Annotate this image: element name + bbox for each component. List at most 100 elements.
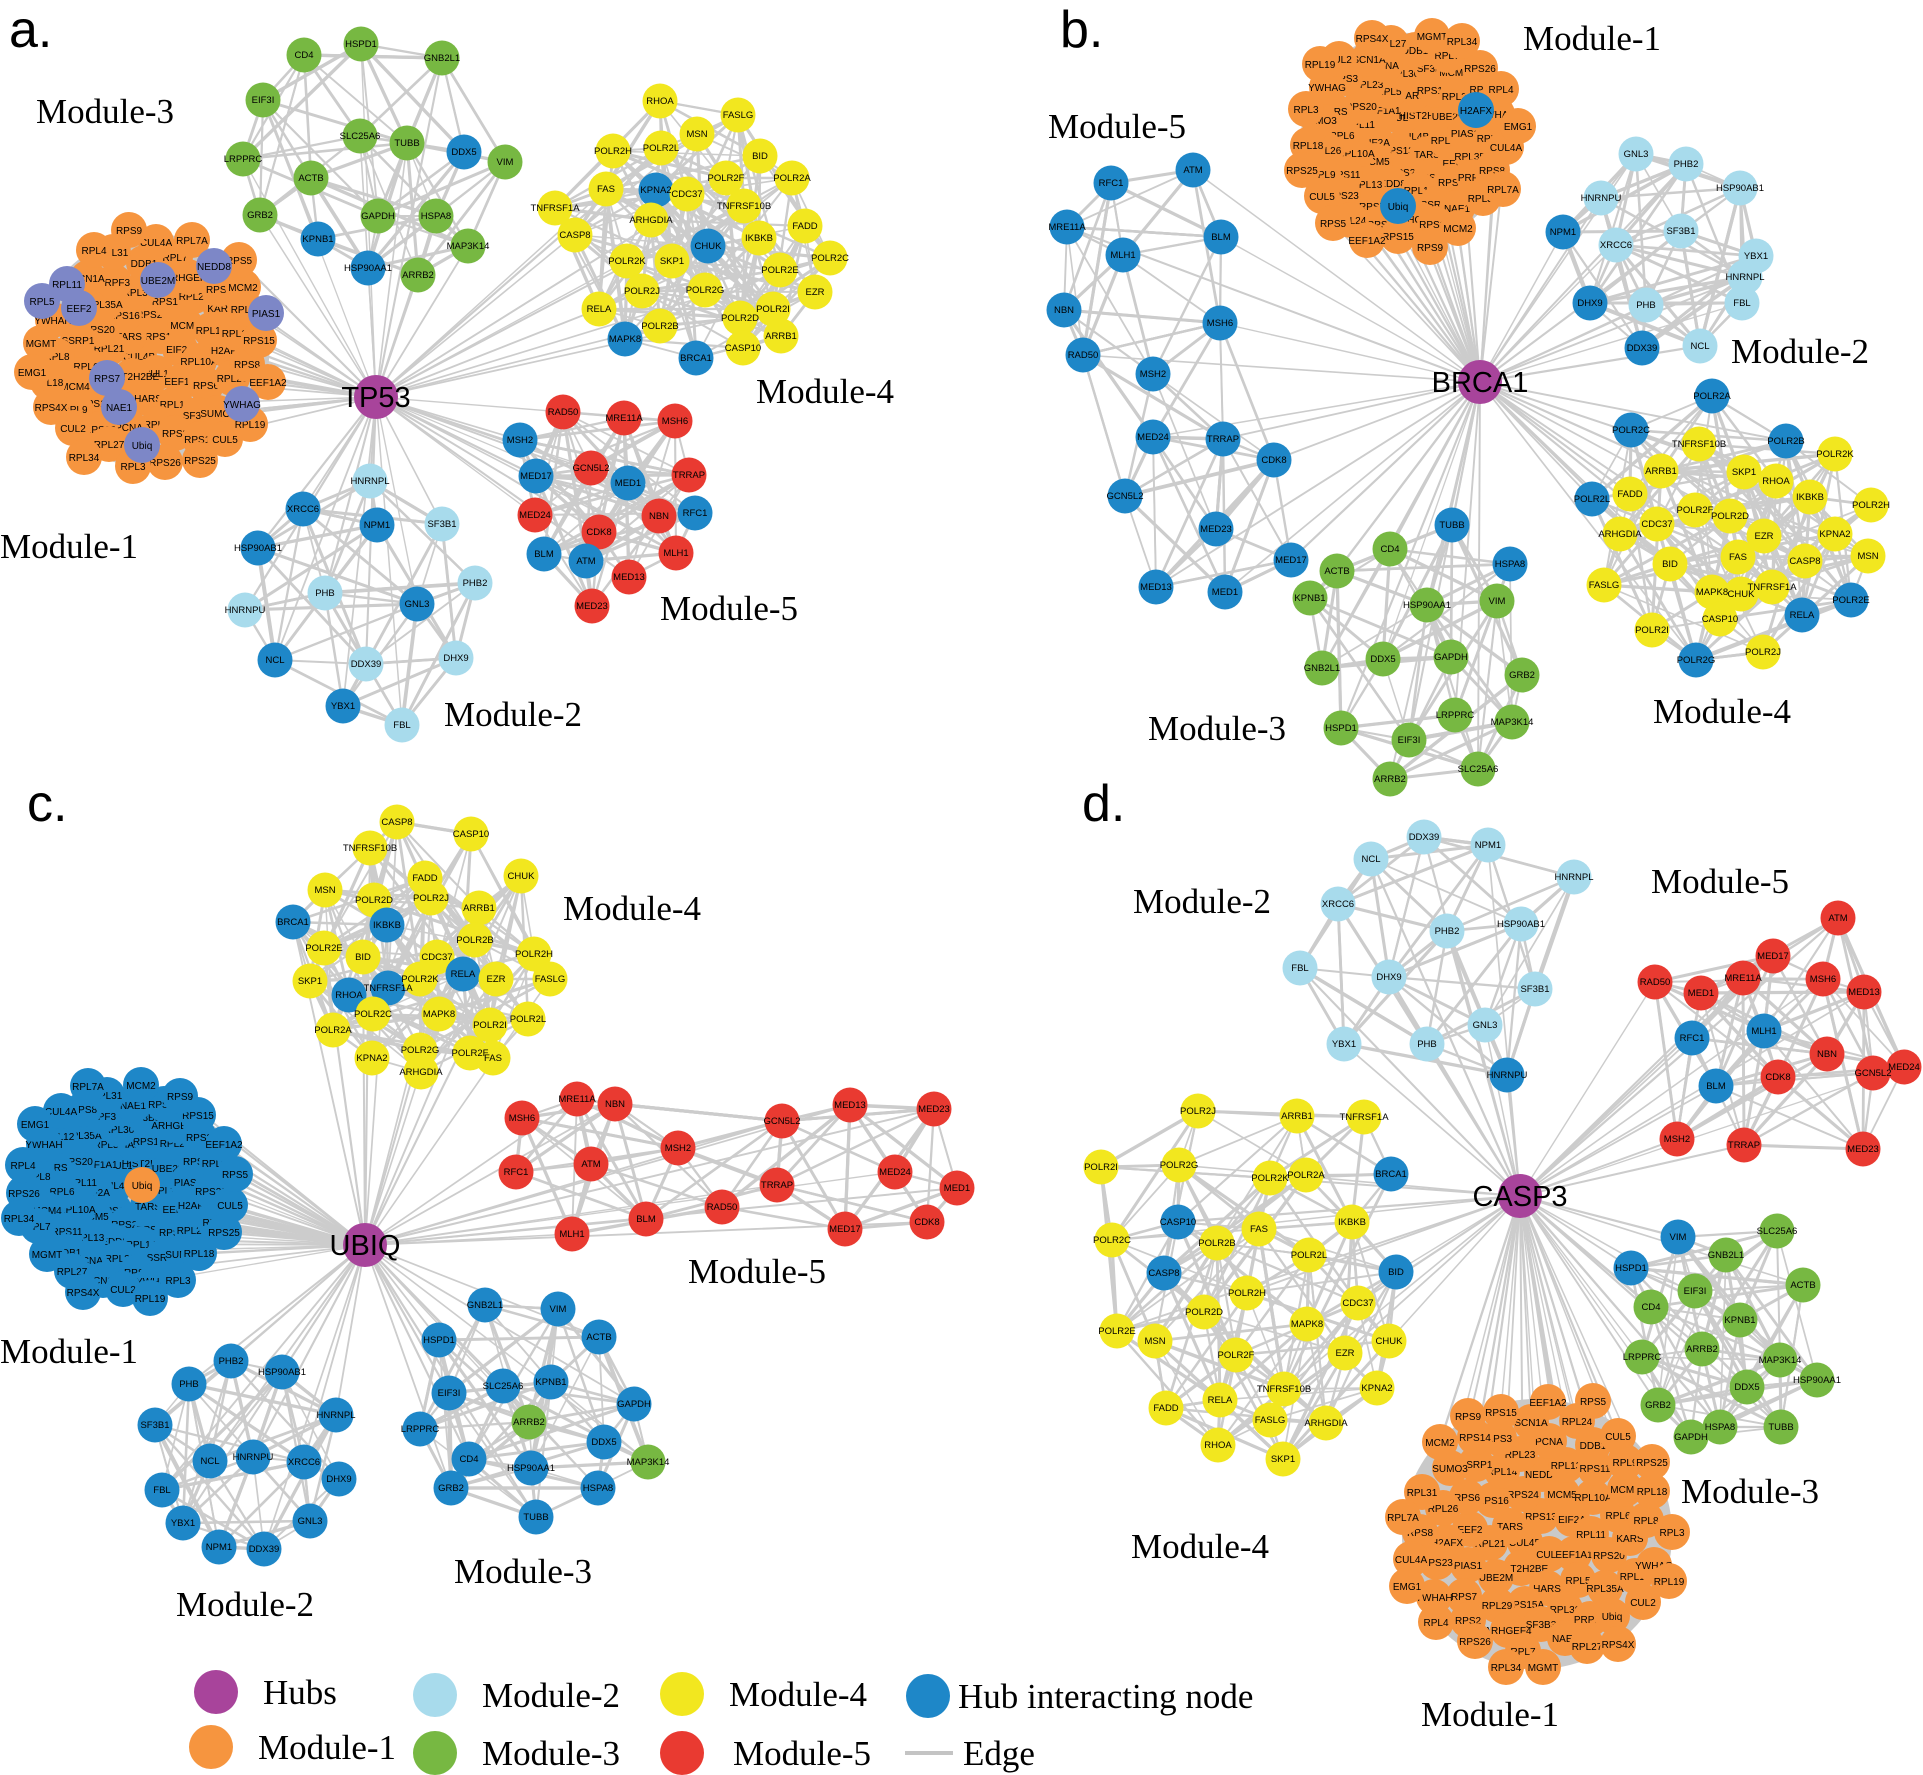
svg-text:NCL: NCL	[1690, 341, 1709, 352]
svg-text:RPS6: RPS6	[1438, 178, 1465, 189]
svg-text:RPL7A: RPL7A	[176, 236, 208, 247]
svg-text:GNL3: GNL3	[1624, 149, 1649, 160]
svg-text:MSH2: MSH2	[1664, 1134, 1690, 1145]
svg-text:POLR2I: POLR2I	[756, 304, 790, 315]
svg-text:POLR2A: POLR2A	[773, 173, 811, 184]
svg-text:POLR2J: POLR2J	[413, 893, 449, 904]
svg-text:RFC1: RFC1	[504, 1167, 529, 1178]
svg-text:POLR2F: POLR2F	[708, 173, 745, 184]
svg-text:DDX5: DDX5	[1734, 1382, 1759, 1393]
svg-text:NEDD8: NEDD8	[1525, 1470, 1559, 1481]
svg-text:RPS15: RPS15	[1485, 1408, 1517, 1419]
svg-text:RPL7A: RPL7A	[1387, 1513, 1419, 1524]
svg-text:GAPDH: GAPDH	[1674, 1432, 1708, 1443]
svg-text:RPS2: RPS2	[206, 285, 233, 296]
svg-text:ACTB: ACTB	[1324, 566, 1349, 577]
svg-text:CUL2: CUL2	[1326, 55, 1352, 66]
svg-text:MCM2: MCM2	[126, 1081, 156, 1092]
svg-text:MGMT: MGMT	[32, 1250, 63, 1261]
svg-text:Module-5: Module-5	[688, 1252, 826, 1291]
svg-text:EEF1A1: EEF1A1	[1363, 106, 1401, 117]
svg-text:EIF3I: EIF3I	[1684, 1286, 1707, 1297]
svg-text:RPL27: RPL27	[57, 1267, 88, 1278]
svg-text:HNRNPU: HNRNPU	[1487, 1070, 1528, 1081]
svg-text:GNL3: GNL3	[298, 1516, 323, 1527]
svg-text:MED17: MED17	[520, 471, 552, 482]
svg-text:CASP3: CASP3	[1472, 1181, 1567, 1213]
svg-text:RPS9: RPS9	[167, 1092, 194, 1103]
svg-text:HNRNPL: HNRNPL	[1725, 272, 1764, 283]
svg-text:PRPF3: PRPF3	[1574, 1615, 1607, 1626]
svg-text:Module-4: Module-4	[729, 1675, 867, 1714]
svg-text:RPL24: RPL24	[231, 305, 262, 316]
svg-text:TARS: TARS	[1414, 150, 1440, 161]
svg-text:MRE11A: MRE11A	[605, 413, 643, 424]
svg-text:Module-4: Module-4	[1653, 692, 1791, 731]
svg-text:MCM2: MCM2	[1425, 1438, 1455, 1449]
svg-text:ARRB2: ARRB2	[1374, 774, 1406, 785]
svg-text:RPS11: RPS11	[1330, 170, 1361, 181]
svg-text:RPS5: RPS5	[1320, 219, 1347, 230]
svg-text:RPL26: RPL26	[1311, 146, 1342, 157]
svg-text:SF3B1: SF3B1	[1520, 984, 1549, 995]
svg-text:YBX1: YBX1	[171, 1518, 195, 1529]
svg-text:EZR: EZR	[1755, 531, 1774, 542]
svg-text:RPL23: RPL23	[1505, 1450, 1536, 1461]
svg-text:POLR2I: POLR2I	[1635, 625, 1669, 636]
svg-text:RHOA: RHOA	[1204, 1440, 1232, 1451]
svg-text:MED1: MED1	[1688, 988, 1714, 999]
svg-text:FAS: FAS	[1250, 1224, 1268, 1235]
svg-text:CUL5: CUL5	[1605, 1432, 1631, 1443]
svg-text:RPS6: RPS6	[159, 1228, 186, 1239]
svg-text:MCM2: MCM2	[228, 283, 258, 294]
svg-text:ATM: ATM	[1828, 913, 1847, 924]
svg-text:FASLG: FASLG	[535, 974, 566, 985]
svg-text:RPL19: RPL19	[1654, 1577, 1685, 1588]
svg-text:RPL14: RPL14	[1404, 186, 1435, 197]
svg-text:ARRB2: ARRB2	[513, 1417, 545, 1428]
svg-text:MCM4: MCM4	[60, 382, 90, 393]
svg-text:RPL29: RPL29	[179, 292, 210, 303]
svg-text:SCN1A: SCN1A	[71, 274, 105, 285]
svg-text:POLR2C: POLR2C	[1093, 1235, 1131, 1246]
svg-text:RPL6: RPL6	[49, 1187, 74, 1198]
svg-text:SSRP1: SSRP1	[1421, 200, 1454, 211]
svg-text:RPL10A: RPL10A	[180, 357, 218, 368]
svg-text:RPL12: RPL12	[1620, 1572, 1651, 1583]
svg-text:BID: BID	[355, 952, 371, 963]
svg-text:MSH6: MSH6	[1810, 974, 1836, 985]
svg-text:TNFRSF10B: TNFRSF10B	[1672, 439, 1726, 450]
svg-text:TUBB: TUBB	[1439, 520, 1464, 531]
svg-text:DDB1: DDB1	[131, 259, 158, 270]
svg-text:RPS9: RPS9	[1455, 1412, 1482, 1423]
svg-text:POLR2G: POLR2G	[1677, 655, 1716, 666]
svg-text:PCNA: PCNA	[115, 423, 143, 434]
svg-text:MCM2: MCM2	[1443, 224, 1473, 235]
svg-text:PRPF3: PRPF3	[1458, 173, 1491, 184]
svg-text:NCL: NCL	[1361, 854, 1380, 865]
svg-text:POLR2J: POLR2J	[624, 286, 660, 297]
svg-text:RPL30: RPL30	[104, 1125, 135, 1136]
svg-text:MAP3K14: MAP3K14	[447, 241, 490, 252]
svg-text:MED1: MED1	[615, 478, 641, 489]
svg-text:Module-1: Module-1	[1421, 1695, 1559, 1734]
svg-text:BRCA1: BRCA1	[1432, 367, 1529, 399]
svg-text:SLC25A6: SLC25A6	[483, 1381, 524, 1392]
svg-text:ARHGDIA: ARHGDIA	[1598, 529, 1642, 540]
svg-text:RPL29: RPL29	[1442, 92, 1473, 103]
svg-text:HSP90AA1: HSP90AA1	[344, 263, 392, 274]
svg-text:Module-2: Module-2	[444, 695, 582, 734]
svg-text:RPS13: RPS13	[1525, 1512, 1557, 1523]
svg-text:YWHAG: YWHAG	[1635, 1561, 1673, 1572]
svg-text:RPL34: RPL34	[4, 1214, 35, 1225]
svg-text:H2AFX: H2AFX	[211, 346, 244, 357]
svg-text:CD4: CD4	[294, 50, 313, 61]
svg-text:POLR2G: POLR2G	[401, 1045, 440, 1056]
svg-text:RPS25: RPS25	[1286, 166, 1318, 177]
svg-text:RPS11: RPS11	[52, 1227, 83, 1238]
svg-text:RPL27: RPL27	[94, 440, 125, 451]
svg-text:CUL4A: CUL4A	[140, 238, 173, 249]
svg-text:FADD: FADD	[412, 873, 437, 884]
svg-text:FASLG: FASLG	[723, 110, 754, 121]
svg-text:XRCC6: XRCC6	[1322, 899, 1354, 910]
